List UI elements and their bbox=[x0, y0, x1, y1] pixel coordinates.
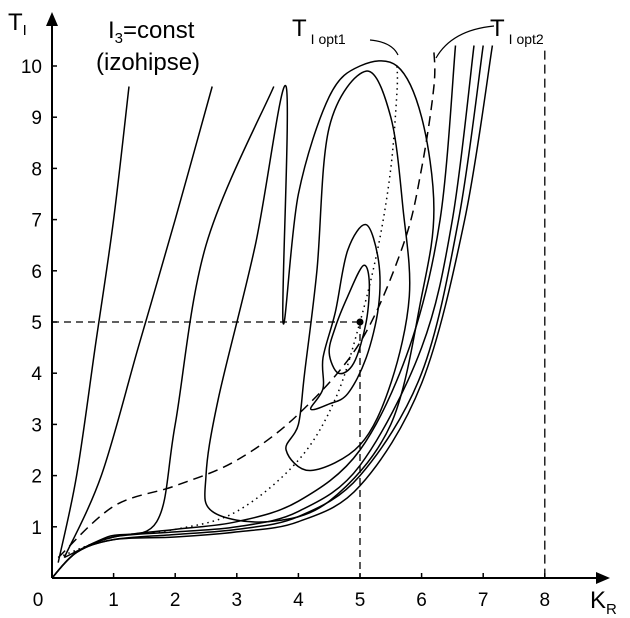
isoline-curve-7 bbox=[51, 45, 494, 579]
x-tick-label: 1 bbox=[108, 590, 119, 611]
isoline-label: I3=const bbox=[108, 17, 195, 47]
x-tick-label: 7 bbox=[478, 590, 489, 611]
x-axis-title-main: K bbox=[590, 587, 606, 614]
y-tick-label: 4 bbox=[31, 364, 42, 385]
closed-isoline-2 bbox=[285, 70, 411, 472]
x-tick-label: 8 bbox=[540, 590, 551, 611]
y-axis-title: TI bbox=[8, 9, 27, 39]
x-tick-label: 0 bbox=[33, 590, 44, 611]
reference-lines bbox=[52, 50, 546, 578]
isoline-curve-2 bbox=[63, 86, 213, 558]
isoline-curve-3 bbox=[63, 86, 275, 559]
isoline-label-sub: 3 bbox=[115, 30, 123, 47]
y-tick-label: 9 bbox=[31, 108, 42, 129]
closed-isoline-1 bbox=[204, 60, 435, 523]
isoline-label-2: (izohipse) bbox=[96, 49, 200, 76]
closed-isoline-4 bbox=[328, 264, 371, 375]
y-axis-title-sub: I bbox=[23, 22, 27, 39]
isoline-curve-4 bbox=[51, 45, 457, 579]
isoline-label-rest: =const bbox=[123, 17, 195, 44]
x-tick-label: 4 bbox=[293, 590, 304, 611]
y-tick-label: 5 bbox=[31, 313, 42, 334]
y-tick-label: 3 bbox=[31, 415, 42, 436]
opt2-label-sub: I opt2 bbox=[509, 31, 544, 47]
opt1-label-main: T bbox=[292, 15, 307, 42]
curve-layer bbox=[51, 45, 494, 579]
opt1-leader-line bbox=[369, 39, 399, 56]
y-axis-arrow bbox=[46, 12, 58, 26]
x-tick-label: 5 bbox=[355, 590, 366, 611]
closed-isoline-3 bbox=[309, 223, 381, 411]
optimum-point bbox=[356, 318, 364, 326]
y-tick-label: 10 bbox=[21, 57, 42, 78]
x-axis-arrow bbox=[596, 572, 610, 584]
opt2-label-main: T bbox=[490, 15, 505, 42]
opt2-curve bbox=[57, 50, 436, 559]
x-tick-label: 2 bbox=[170, 590, 181, 611]
y-axis-title-main: T bbox=[8, 9, 23, 36]
opt2-leader-line bbox=[435, 25, 495, 59]
opt1-curve bbox=[57, 65, 399, 559]
isoline-label-main: I bbox=[108, 17, 115, 44]
opt1-label-sub: I opt1 bbox=[311, 31, 346, 47]
y-tick-label: 7 bbox=[31, 211, 42, 232]
x-tick-label: 3 bbox=[232, 590, 243, 611]
axes bbox=[46, 12, 610, 584]
y-tick-label: 8 bbox=[31, 159, 42, 180]
x-tick-label: 6 bbox=[416, 590, 427, 611]
y-tick-label: 2 bbox=[31, 467, 42, 488]
y-tick-label: 6 bbox=[31, 262, 42, 283]
x-axis-title: KR bbox=[590, 587, 617, 618]
isoline-curve-5 bbox=[51, 45, 475, 579]
x-axis-title-sub: R bbox=[606, 601, 617, 618]
tick-labels: 0 1 2 3 4 5 6 7 8 1 2 3 4 5 6 7 8 9 10 bbox=[21, 57, 550, 611]
isoline-curve-1 bbox=[57, 86, 130, 563]
y-tick-label: 1 bbox=[31, 518, 42, 539]
